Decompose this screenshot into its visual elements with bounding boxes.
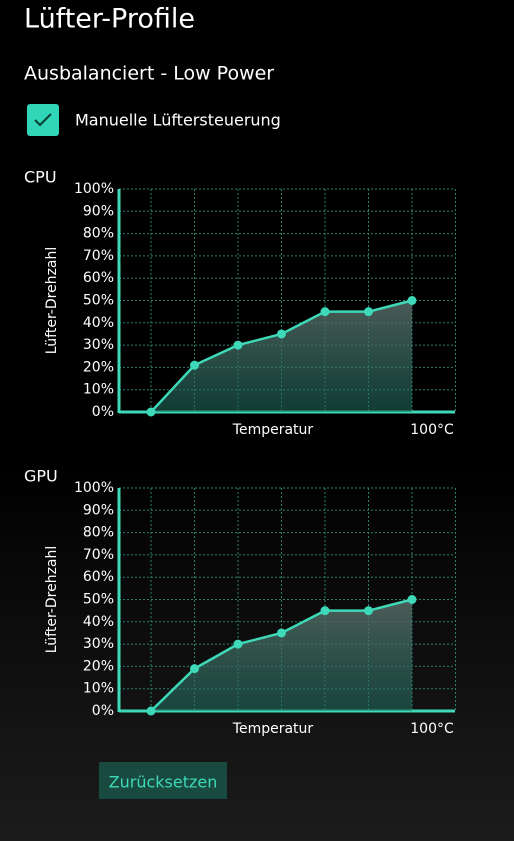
y-tick-label: 40% [83, 315, 114, 331]
y-tick-label: 0% [92, 703, 114, 719]
y-tick-label: 60% [83, 569, 114, 585]
reset-button-label[interactable]: Zurücksetzen [109, 773, 218, 792]
area [151, 599, 412, 711]
profile-name: Ausbalanciert - Low Power [24, 63, 274, 85]
chart: GPU Lüfter-Drehzahl Temperatur 100°C 0% 10% 20… [24, 467, 456, 737]
y-tick-label: 30% [83, 337, 114, 353]
y-tick-label: 50% [83, 293, 114, 309]
checkbox-label[interactable]: Manuelle Lüftersteuerung [75, 111, 281, 130]
reset-button[interactable]: Zurücksetzen [99, 762, 227, 799]
point [233, 340, 243, 350]
point [320, 307, 330, 317]
chart-label: GPU [24, 467, 58, 486]
point [190, 360, 199, 370]
point [146, 407, 156, 417]
x-axis-title: Temperatur [232, 422, 314, 438]
checkbox-box[interactable] [27, 104, 59, 136]
y-axis-title: Lüfter-Drehzahl [44, 546, 60, 654]
point [277, 628, 286, 638]
point [407, 595, 417, 604]
checkmark [34, 113, 52, 127]
chart: CPU Lüfter-Drehzahl Temperatur 100°C 0% 10% 20… [24, 168, 456, 438]
point [146, 706, 156, 716]
y-tick-label: 60% [83, 270, 114, 286]
y-tick-label: 0% [92, 404, 114, 420]
x-end-label: 100°C [410, 422, 454, 438]
point [190, 664, 199, 674]
area [151, 300, 412, 412]
y-tick-label: 90% [83, 203, 114, 219]
y-tick-label: 50% [83, 592, 114, 608]
point [407, 296, 417, 305]
y-tick-label: 80% [83, 525, 114, 541]
point [364, 307, 373, 317]
point [320, 606, 330, 616]
page-title: Lüfter-Profile [24, 4, 195, 35]
x-axis-title: Temperatur [232, 721, 314, 737]
chart-label: CPU [24, 168, 57, 187]
checkbox[interactable] [27, 104, 59, 136]
y-tick-label: 70% [83, 248, 114, 264]
y-tick-label: 70% [83, 547, 114, 563]
y-tick-label: 10% [83, 382, 114, 398]
point [233, 639, 243, 649]
y-tick-label: 100% [74, 181, 114, 197]
point [364, 606, 373, 616]
y-tick-label: 10% [83, 681, 114, 697]
y-tick-label: 20% [83, 359, 114, 375]
reset-button-bg[interactable] [99, 762, 227, 799]
y-tick-label: 20% [83, 658, 114, 674]
y-tick-label: 90% [83, 502, 114, 518]
y-tick-label: 40% [83, 614, 114, 630]
y-tick-label: 100% [74, 480, 114, 496]
y-tick-label: 80% [83, 226, 114, 242]
y-tick-label: 30% [83, 636, 114, 652]
x-end-label: 100°C [410, 721, 454, 737]
point [277, 329, 286, 339]
y-axis-title: Lüfter-Drehzahl [44, 247, 60, 355]
